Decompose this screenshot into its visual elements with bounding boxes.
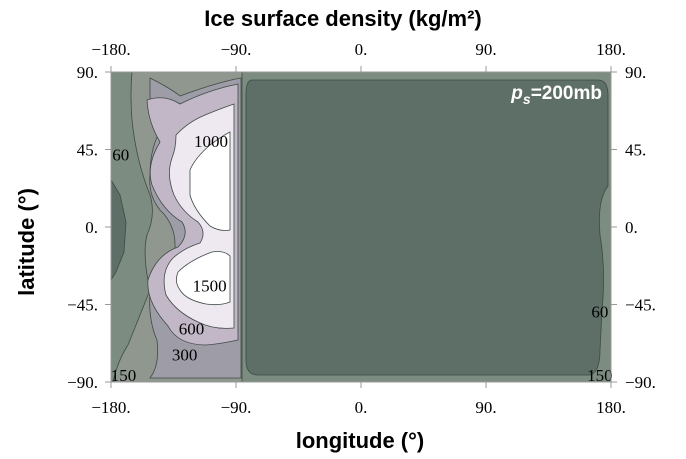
y-tick-label-right: 0.	[625, 218, 638, 237]
x-tick-label-top: −180.	[91, 40, 130, 59]
annotation-ps: ps=200mb	[510, 83, 602, 107]
x-axis-label: longitude (°)	[296, 428, 425, 453]
x-tick-label-bottom: 0.	[355, 398, 368, 417]
plot-area: 1000 1500 600 300 150 60 60 150 ps=200mb	[110, 71, 613, 385]
chart-title: Ice surface density (kg/m²)	[204, 6, 482, 31]
x-tick-label-bottom: −90.	[221, 398, 252, 417]
x-tick-label-bottom: 90.	[475, 398, 496, 417]
contour-region-1500	[189, 131, 231, 231]
y-tick-label-left: 90.	[77, 63, 98, 82]
x-tick-label-top: 180.	[596, 40, 626, 59]
y-tick-label-left: −45.	[67, 296, 98, 315]
contour-label: 300	[172, 345, 198, 364]
y-tick-label-right: −90.	[625, 373, 656, 392]
y-ticks-left: 90. 45. 0. −45. −90.	[67, 63, 111, 392]
contour-label: 1000	[194, 132, 228, 151]
x-tick-label-top: 90.	[475, 40, 496, 59]
x-tick-label-top: −90.	[221, 40, 252, 59]
contour-label: 150	[111, 366, 137, 385]
y-ticks-right: 90. 45. 0. −45. −90.	[611, 63, 656, 392]
y-tick-label-left: 0.	[85, 218, 98, 237]
x-tick-label-top: 0.	[355, 40, 368, 59]
x-ticks-top: −180. −90. 0. 90. 180.	[91, 40, 626, 72]
y-tick-label-right: −45.	[625, 296, 656, 315]
x-tick-label-bottom: 180.	[596, 398, 626, 417]
contour-region-1500-south	[176, 251, 231, 306]
y-tick-label-left: 45.	[77, 141, 98, 160]
x-ticks-bottom: −180. −90. 0. 90. 180.	[91, 382, 626, 417]
y-axis-label: latitude (°)	[14, 188, 39, 296]
x-tick-label-bottom: −180.	[91, 398, 130, 417]
contour-label: 150	[587, 366, 613, 385]
y-tick-label-right: 90.	[625, 63, 646, 82]
contour-label: 600	[179, 320, 205, 339]
contour-region-low-east	[245, 79, 609, 376]
y-tick-label-left: −90.	[67, 373, 98, 392]
contour-label: 60	[591, 302, 608, 321]
y-tick-label-right: 45.	[625, 141, 646, 160]
contour-label: 60	[112, 146, 129, 165]
contour-labels: 1000 1500 600 300 150 60 60 150	[111, 132, 613, 385]
contour-label: 1500	[193, 277, 227, 296]
